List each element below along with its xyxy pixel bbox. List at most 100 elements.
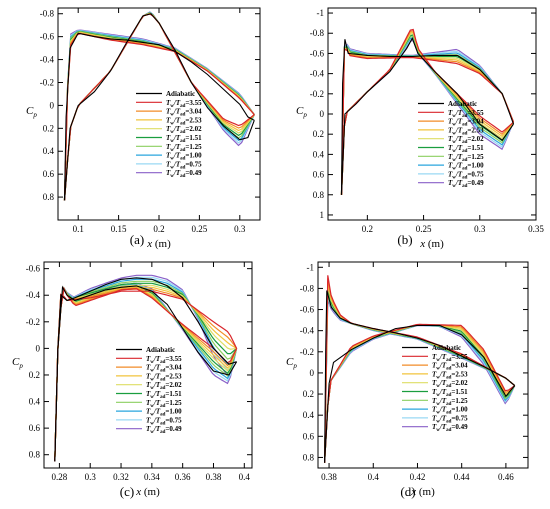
x-tick-label: 0.25 xyxy=(192,224,208,234)
legend-var: /T xyxy=(173,143,181,151)
legend-subscript: ad xyxy=(462,140,468,145)
legend-subscript: ad xyxy=(462,131,468,136)
legend-subscript: w xyxy=(170,104,174,109)
y-tick-label: -0.2 xyxy=(300,347,314,357)
y-tick-label: 0 xyxy=(36,343,41,353)
legend-value: =3.55 xyxy=(451,353,468,361)
series-line-upper xyxy=(63,32,255,201)
legend-subscript: ad xyxy=(180,148,186,153)
adiabatic-line-upper xyxy=(54,277,237,462)
legend-subscript: ad xyxy=(446,428,452,433)
legend-entry: Tw/Tad=1.25 xyxy=(432,397,468,407)
series-line-upper xyxy=(324,278,516,463)
legend-subscript: ad xyxy=(462,167,468,172)
y-tick-label: 0.8 xyxy=(43,192,55,202)
y-tick-label: 0.6 xyxy=(303,431,315,441)
legend-subscript: ad xyxy=(446,411,452,416)
legend-entry: Tw/Tad=0.49 xyxy=(146,425,182,435)
legend-var: /T xyxy=(153,372,161,380)
legend-entry: Tw/Tad=1.51 xyxy=(166,134,202,144)
legend-var: T xyxy=(146,381,151,389)
legend-var: /T xyxy=(455,144,463,152)
legend-subscript: w xyxy=(452,131,456,136)
legend-subscript: ad xyxy=(462,184,468,189)
legend-var: T xyxy=(146,372,151,380)
series-line-lower xyxy=(54,286,238,462)
series-line-upper xyxy=(63,30,255,201)
series-line-upper xyxy=(340,45,515,195)
plot-area xyxy=(63,11,255,201)
legend-entry: Tw/Tad=1.25 xyxy=(166,143,202,153)
x-axis-var: x xyxy=(135,486,141,498)
chart-panel-d: 0.38 0.4 0.42 0.44 0.46 -1 -0.8 -0.6 -0.4 -0.2 0 0.… xyxy=(286,261,529,498)
y-tick-label: 0.8 xyxy=(313,190,325,200)
series-line-upper xyxy=(324,290,516,463)
legend-entry: Tw/Tad=2.53 xyxy=(166,116,202,126)
legend-entry: Adiabatic xyxy=(146,346,175,354)
legend-var: T xyxy=(166,125,171,133)
legend-var: /T xyxy=(439,423,447,431)
legend-value: =2.02 xyxy=(185,125,202,133)
legend-value: =0.75 xyxy=(185,160,202,168)
legend-var: /T xyxy=(173,134,181,142)
legend-var: T xyxy=(432,353,437,361)
plot-frame xyxy=(57,7,261,221)
x-axis-var: x xyxy=(146,238,152,250)
legend: AdiabaticTw/Tad=3.55Tw/Tad=3.04Tw/Tad=2.… xyxy=(402,344,468,433)
legend-entry: Tw/Tad=1.51 xyxy=(146,390,182,400)
legend-var: /T xyxy=(439,388,447,396)
legend-var: /T xyxy=(173,108,181,116)
legend-var: /T xyxy=(173,152,181,160)
legend-entry: Tw/Tad=3.04 xyxy=(448,118,484,128)
legend-entry: Tw/Tad=3.55 xyxy=(432,353,468,363)
legend-var: /T xyxy=(455,170,463,178)
legend-var: T xyxy=(166,152,171,160)
legend-subscript: w xyxy=(436,419,440,424)
legend-entry: Tw/Tad=1.25 xyxy=(146,399,182,409)
y-tick-label: -0.2 xyxy=(310,89,324,99)
x-tick-label: 0.36 xyxy=(175,472,191,482)
plot-frame xyxy=(327,7,537,221)
x-tick-label: 0.25 xyxy=(416,224,432,234)
legend-entry: Tw/Tad=2.02 xyxy=(448,135,484,145)
legend-value: =3.55 xyxy=(467,109,484,117)
legend-subscript: w xyxy=(150,413,154,418)
legend-subscript: w xyxy=(170,174,174,179)
x-tick-label: 0.3 xyxy=(474,224,486,234)
x-tick-label: 0.4 xyxy=(239,472,251,482)
plot-frame xyxy=(317,261,529,469)
legend-var: T xyxy=(146,408,151,416)
legend-entry: Tw/Tad=1.00 xyxy=(448,162,484,172)
y-axis-label: Cp xyxy=(296,105,307,119)
series-line-upper xyxy=(54,284,237,462)
x-axis-unit: (m) xyxy=(425,238,444,250)
x-tick-label: 0.3 xyxy=(234,224,246,234)
legend-value: =3.55 xyxy=(165,355,182,363)
legend-var: T xyxy=(166,134,171,142)
legend-var: /T xyxy=(439,397,447,405)
legend-subscript: ad xyxy=(462,114,468,119)
legend-var: T xyxy=(166,143,171,151)
y-tick-label: 0.8 xyxy=(303,452,315,462)
plot-frame xyxy=(43,261,253,469)
legend-subscript: w xyxy=(436,375,440,380)
legend-value: =1.00 xyxy=(165,408,182,416)
series-line-lower xyxy=(54,286,238,462)
legend-entry: Tw/Tad=2.53 xyxy=(432,370,468,380)
legend-entry: Tw/Tad=1.00 xyxy=(432,406,468,416)
legend-subscript: ad xyxy=(462,158,468,163)
legend-entry: Adiabatic xyxy=(448,100,477,108)
legend-var: T xyxy=(432,414,437,422)
legend-var: /T xyxy=(153,408,161,416)
legend-subscript: ad xyxy=(180,104,186,109)
legend-subscript: w xyxy=(170,121,174,126)
legend-subscript: w xyxy=(170,130,174,135)
legend-var: T xyxy=(432,397,437,405)
panel-label-c: (c) xyxy=(120,484,134,499)
legend-entry: Tw/Tad=0.75 xyxy=(166,160,202,170)
x-tick-label: 0.42 xyxy=(410,472,426,482)
legend-var: T xyxy=(432,406,437,414)
x-tick-label: 0.35 xyxy=(528,224,544,234)
legend-subscript: w xyxy=(452,140,456,145)
legend-subscript: ad xyxy=(180,113,186,118)
